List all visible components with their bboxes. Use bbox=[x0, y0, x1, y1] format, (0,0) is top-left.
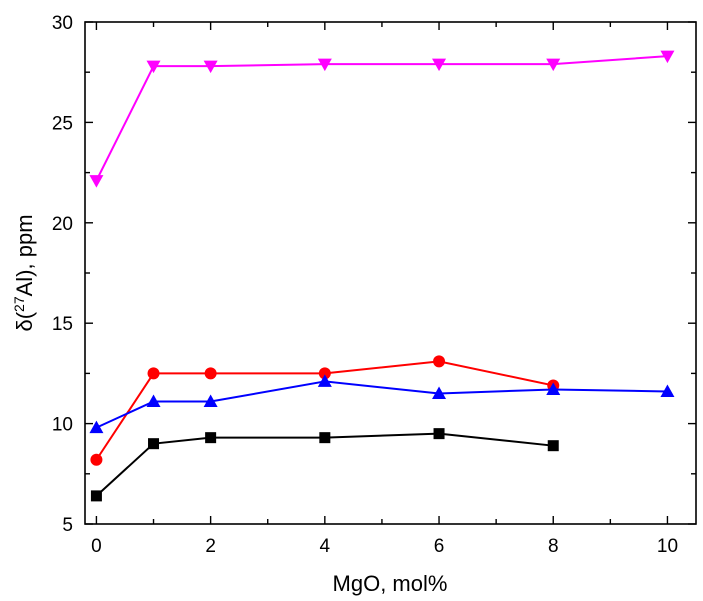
series-2-point bbox=[433, 355, 446, 368]
series-1-point bbox=[433, 428, 445, 440]
series-1-point bbox=[90, 490, 102, 502]
axis-ticks: 0 2 4 6 8 10 5 10 15 20 25 30 bbox=[52, 13, 696, 557]
series-group bbox=[89, 50, 675, 502]
x-tick-label: 8 bbox=[548, 536, 559, 557]
series-3-point bbox=[660, 384, 675, 397]
y-axis-label: δ(27Al), ppm bbox=[11, 214, 37, 331]
series-3-point bbox=[546, 382, 561, 395]
series-3-point bbox=[203, 394, 218, 408]
y-tick-label: 5 bbox=[62, 515, 73, 536]
series-4-point bbox=[317, 58, 332, 72]
series-1-point bbox=[547, 440, 559, 452]
series-2-point bbox=[90, 453, 103, 466]
series-2-point bbox=[147, 367, 160, 380]
series-3-point bbox=[89, 420, 104, 434]
plot-frame bbox=[84, 21, 697, 525]
x-tick-label: 10 bbox=[657, 536, 678, 557]
series-3-point bbox=[317, 374, 332, 387]
series-1-point bbox=[205, 432, 217, 444]
series-4-point bbox=[546, 58, 561, 72]
series-2-point bbox=[204, 367, 217, 380]
y-tick-label: 25 bbox=[52, 113, 73, 134]
series-1-point bbox=[319, 432, 331, 444]
series-4-point bbox=[660, 50, 675, 64]
series-4-point bbox=[89, 175, 104, 188]
series-1-line bbox=[95, 432, 554, 497]
series-4-line bbox=[95, 55, 668, 182]
x-tick-label: 4 bbox=[320, 536, 331, 557]
y-tick-label: 15 bbox=[52, 314, 73, 335]
series-4-point bbox=[432, 58, 447, 72]
series-4-point bbox=[146, 60, 161, 74]
y-tick-label: 30 bbox=[52, 13, 73, 34]
series-2-point bbox=[318, 367, 331, 380]
series-3-point bbox=[146, 394, 161, 408]
y-tick-label: 20 bbox=[52, 214, 73, 235]
x-axis-label: MgO, mol% bbox=[333, 571, 448, 596]
series-4-point bbox=[203, 60, 218, 74]
series-3-point bbox=[432, 386, 447, 399]
series-2-line bbox=[95, 360, 554, 461]
x-tick-label: 6 bbox=[434, 536, 445, 557]
series-3-line bbox=[96, 380, 668, 429]
series-1-point bbox=[148, 438, 160, 450]
x-tick-label: 0 bbox=[91, 536, 102, 557]
y-tick-label: 10 bbox=[52, 415, 73, 436]
x-tick-label: 2 bbox=[205, 536, 216, 557]
